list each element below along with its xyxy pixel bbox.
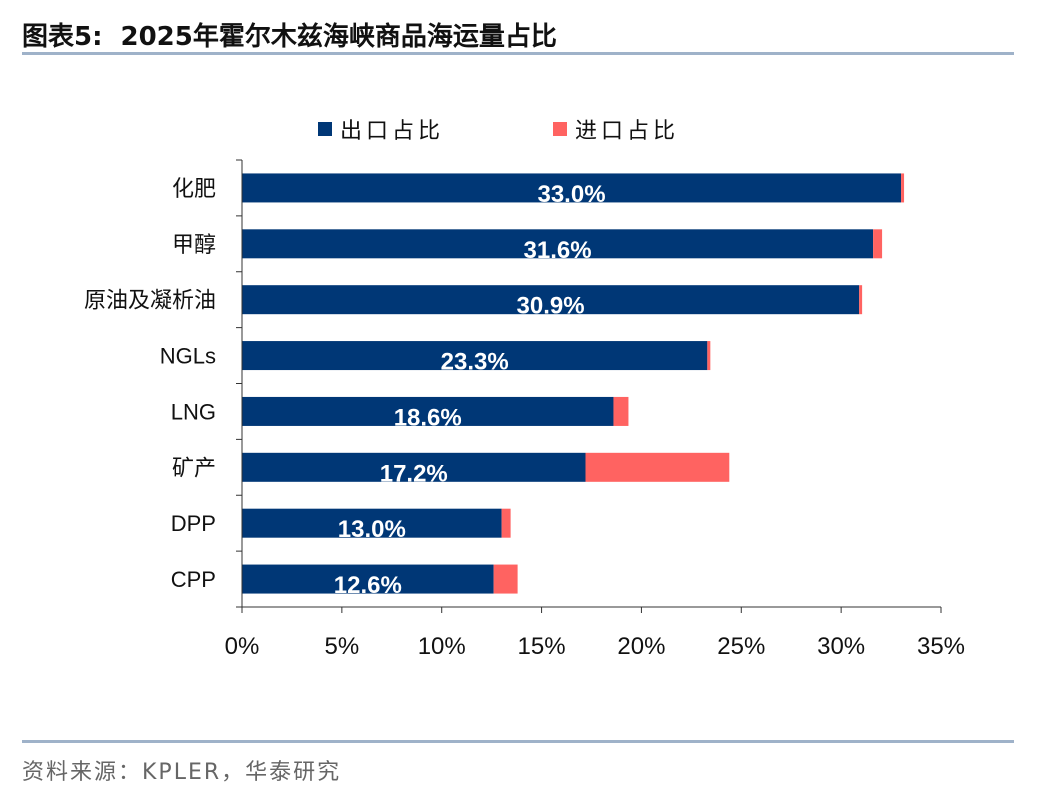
bar-import	[613, 396, 629, 426]
data-label: 18.6%	[394, 404, 462, 431]
bar-export	[242, 508, 502, 538]
data-label: 12.6%	[334, 572, 402, 599]
bar-import	[707, 341, 711, 371]
category-label: 原油及凝析油	[84, 288, 216, 313]
bar-export	[242, 229, 874, 259]
source-note: 资料来源：KPLER，华泰研究	[22, 760, 342, 785]
bar-export	[242, 564, 494, 594]
legend-label: 出口占比	[340, 119, 444, 144]
bar-export	[242, 173, 902, 203]
legend-label: 进口占比	[575, 119, 679, 144]
category-label: 化肥	[172, 176, 216, 201]
bottom-rule	[22, 740, 1014, 743]
bar-import	[501, 508, 511, 538]
x-tick-label: 25%	[717, 633, 765, 660]
bar-import	[859, 285, 863, 315]
x-tick-label: 15%	[518, 633, 566, 660]
category-label: 甲醇	[172, 232, 216, 257]
legend-swatch	[318, 122, 332, 136]
bar-export	[242, 396, 614, 426]
x-tick-label: 35%	[917, 633, 965, 660]
x-tick-label: 30%	[817, 633, 865, 660]
x-tick-label: 5%	[325, 633, 360, 660]
bar-import	[585, 452, 730, 482]
data-label: 33.0%	[537, 181, 605, 208]
bar-export	[242, 285, 860, 315]
bar-import	[493, 564, 518, 594]
bar-export	[242, 452, 586, 482]
category-label: LNG	[171, 399, 216, 424]
category-label: NGLs	[160, 344, 216, 369]
figure-label: 图表5:	[22, 22, 103, 52]
bar-import	[901, 173, 905, 203]
data-label: 23.3%	[441, 349, 509, 376]
category-label: CPP	[171, 567, 216, 592]
data-label: 13.0%	[338, 516, 406, 543]
top-rule	[22, 52, 1014, 55]
data-label: 31.6%	[524, 237, 592, 264]
x-tick-label: 10%	[418, 633, 466, 660]
x-tick-label: 20%	[617, 633, 665, 660]
category-label: 矿产	[172, 455, 216, 480]
bar-import	[873, 229, 883, 259]
chart-title: 图表5: 2025年霍尔木兹海峡商品海运量占比	[22, 16, 575, 53]
data-label: 30.9%	[517, 293, 585, 320]
bar-export	[242, 341, 708, 371]
figure-title: 2025年霍尔木兹海峡商品海运量占比	[120, 22, 557, 52]
category-label: DPP	[171, 511, 216, 536]
data-label: 17.2%	[380, 460, 448, 487]
x-tick-label: 0%	[225, 633, 260, 660]
legend-swatch	[553, 122, 567, 136]
